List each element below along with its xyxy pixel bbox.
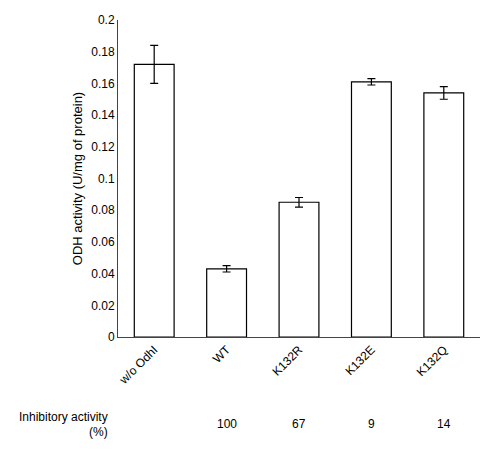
svg-text:K132E: K132E (342, 343, 377, 378)
svg-text:0.06: 0.06 (91, 235, 115, 249)
svg-text:0.14: 0.14 (91, 108, 115, 122)
svg-text:67: 67 (292, 417, 306, 431)
svg-text:0.2: 0.2 (98, 13, 115, 27)
svg-text:w/o OdhI: w/o OdhI (116, 343, 161, 388)
svg-text:14: 14 (437, 417, 451, 431)
svg-text:0.12: 0.12 (91, 140, 115, 154)
svg-text:100: 100 (217, 417, 237, 431)
svg-text:K132R: K132R (270, 343, 306, 379)
svg-text:K132Q: K132Q (414, 343, 450, 379)
svg-text:0.04: 0.04 (91, 267, 115, 281)
svg-text:0.02: 0.02 (91, 299, 115, 313)
svg-text:0.1: 0.1 (98, 172, 115, 186)
svg-text:ODH activity (U/mg of protein): ODH activity (U/mg of protein) (70, 92, 85, 265)
svg-text:0.16: 0.16 (91, 77, 115, 91)
svg-text:0: 0 (108, 330, 115, 344)
svg-text:0.18: 0.18 (91, 45, 115, 59)
svg-text:WT: WT (210, 342, 234, 366)
svg-text:Inhibitory activity: Inhibitory activity (19, 410, 108, 424)
svg-text:(%): (%) (89, 425, 108, 439)
svg-text:9: 9 (368, 417, 375, 431)
svg-text:0.08: 0.08 (91, 203, 115, 217)
